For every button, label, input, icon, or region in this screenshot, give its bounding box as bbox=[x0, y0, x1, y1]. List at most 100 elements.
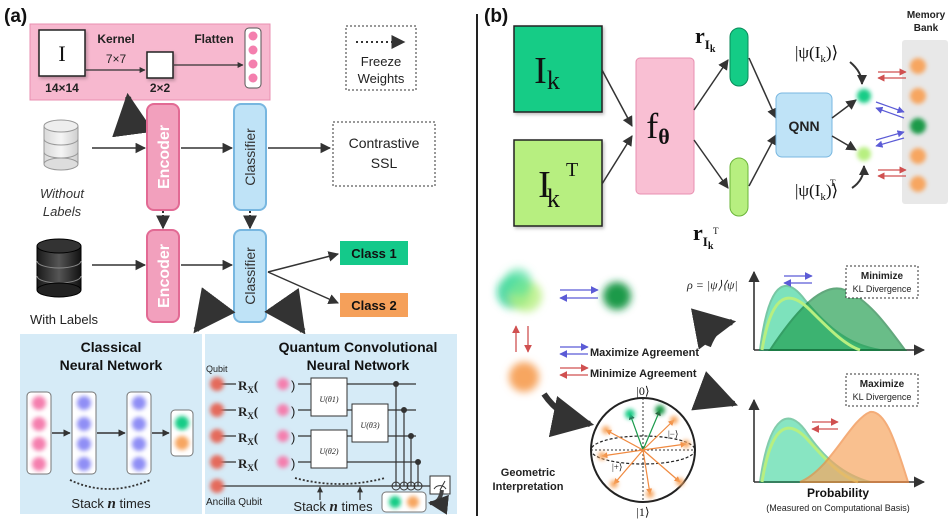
svg-text:Encoder: Encoder bbox=[156, 244, 173, 308]
svg-text:U(θ2): U(θ2) bbox=[319, 447, 338, 456]
svg-text:QNN: QNN bbox=[788, 118, 819, 134]
arrow-to-class2 bbox=[267, 271, 339, 304]
svg-text:|ψ(Ik)⟩: |ψ(Ik)⟩ bbox=[795, 43, 838, 65]
svg-text:RX(: RX( bbox=[238, 430, 258, 447]
arrow-to-cnn bbox=[193, 287, 236, 334]
svg-text:fθ: fθ bbox=[646, 106, 669, 149]
distribution-plot-bottom bbox=[748, 398, 926, 488]
svg-text:Classical: Classical bbox=[81, 339, 142, 355]
sample-negative-orange bbox=[509, 362, 539, 392]
arrow-IkT-f bbox=[601, 135, 633, 185]
svg-text:): ) bbox=[291, 456, 295, 471]
input-image-symbol: I bbox=[58, 41, 65, 66]
bloch-sphere: |0⟩ |1⟩ |−⟩ |+⟩ bbox=[590, 384, 696, 519]
svg-text:Contrastive: Contrastive bbox=[349, 135, 420, 151]
svg-text:Quantum Convolutional: Quantum Convolutional bbox=[279, 339, 438, 355]
flatten-node bbox=[248, 73, 258, 83]
svg-text:Neural Network: Neural Network bbox=[60, 357, 163, 373]
svg-text:|+⟩: |+⟩ bbox=[612, 462, 622, 472]
rho-equation: ρ = |ψ⟩⟨ψ| bbox=[686, 278, 738, 292]
labeled-data-text: With Labels bbox=[30, 312, 98, 327]
image-Ik: Ik bbox=[513, 25, 603, 113]
arrow-qnn-psi-bottom bbox=[831, 135, 857, 151]
svg-text:Bank: Bank bbox=[914, 23, 939, 34]
svg-text:U(θ3): U(θ3) bbox=[360, 421, 379, 430]
u-gate-2 bbox=[310, 429, 348, 469]
kernel-size-label: 7×7 bbox=[106, 52, 127, 66]
panel-a-label: (a) bbox=[4, 6, 27, 27]
geometric-interpretation-2: Interpretation bbox=[493, 481, 564, 493]
svg-text:|1⟩: |1⟩ bbox=[636, 505, 649, 519]
state-psi-IkT bbox=[857, 147, 871, 161]
arrow-to-class1 bbox=[267, 251, 340, 273]
svg-text:T: T bbox=[566, 159, 578, 181]
svg-text:Class 1: Class 1 bbox=[351, 246, 397, 261]
kernel-label: Kernel bbox=[97, 32, 134, 46]
svg-text:Ik: Ik bbox=[538, 164, 560, 213]
arrow-to-qcnn bbox=[264, 287, 306, 335]
svg-text:Memory: Memory bbox=[907, 10, 946, 21]
pooled-square bbox=[146, 51, 174, 79]
svg-text:T: T bbox=[830, 178, 836, 188]
svg-text:Ik: Ik bbox=[534, 50, 560, 95]
svg-text:): ) bbox=[291, 430, 295, 445]
minimize-agreement-text: Minimize Agreement bbox=[590, 368, 697, 380]
distribution-plot-top bbox=[748, 270, 926, 356]
arrow-to-bloch bbox=[541, 392, 595, 438]
memory-bank: Memory Bank bbox=[902, 10, 948, 204]
svg-text:): ) bbox=[291, 378, 295, 393]
svg-text:Neural Network: Neural Network bbox=[307, 357, 410, 373]
rx-gate-4: RX( ) bbox=[236, 454, 298, 473]
svg-text:KL Divergence: KL Divergence bbox=[853, 284, 912, 294]
encoder-f-theta: fθ bbox=[635, 57, 695, 195]
top-memory-arrows bbox=[875, 68, 907, 119]
quantum-cnn-panel: Quantum Convolutional Neural Network Qub… bbox=[205, 334, 457, 515]
probability-note: (Measured on Computational Basis) bbox=[766, 503, 910, 513]
svg-text:Stack n times: Stack n times bbox=[71, 496, 151, 512]
maximize-agreement-text: Maximize Agreement bbox=[590, 347, 699, 359]
svg-text:KL Divergence: KL Divergence bbox=[853, 392, 912, 402]
flatten-node bbox=[248, 31, 258, 41]
classical-nn-panel: Classical Neural Network Stack n times bbox=[20, 334, 202, 514]
conv-detail-box: I 14×14 Kernel 7×7 2×2 Flatten bbox=[29, 23, 271, 101]
svg-text:Encoder: Encoder bbox=[156, 125, 173, 189]
representation-bottom bbox=[729, 157, 749, 217]
svg-text:RX(: RX( bbox=[238, 378, 258, 395]
arrow-to-top-plot bbox=[690, 308, 737, 350]
rx-gate-3: RX( ) bbox=[236, 428, 298, 447]
input-image-square bbox=[38, 29, 86, 77]
input-size-label: 14×14 bbox=[45, 81, 79, 95]
class1-box: Class 1 bbox=[340, 241, 408, 265]
u-gate-1 bbox=[310, 377, 348, 417]
arrow-rtop-qnn bbox=[748, 57, 777, 119]
arrow-f-rbottom bbox=[693, 139, 729, 189]
rx-gate-2: RX( ) bbox=[236, 402, 298, 421]
database-icon-unlabeled bbox=[43, 119, 79, 171]
geometric-interpretation-1: Geometric bbox=[501, 467, 555, 479]
svg-text:|−⟩: |−⟩ bbox=[668, 429, 678, 439]
svg-text:RX(: RX( bbox=[238, 456, 258, 473]
svg-text:): ) bbox=[291, 404, 295, 419]
svg-text:Classifier: Classifier bbox=[242, 128, 258, 186]
legend-freeze-text: Freeze bbox=[361, 54, 401, 69]
encoder-block-top: Encoder bbox=[146, 103, 180, 211]
svg-text:|ψ(Ik)⟩: |ψ(Ik)⟩ bbox=[795, 181, 838, 203]
svg-text:RX(: RX( bbox=[238, 404, 258, 421]
svg-text:Ancilla Qubit: Ancilla Qubit bbox=[206, 497, 262, 508]
svg-text:Minimize: Minimize bbox=[861, 271, 904, 282]
arrow-to-bottom-plot bbox=[691, 371, 738, 411]
minimize-kl-box: Minimize KL Divergence bbox=[845, 265, 919, 299]
class2-box: Class 2 bbox=[340, 293, 408, 317]
svg-text:Classifier: Classifier bbox=[242, 247, 258, 305]
state-psi-Ik bbox=[857, 89, 871, 103]
database-icon-labeled bbox=[36, 238, 82, 298]
svg-text:T: T bbox=[713, 226, 719, 236]
svg-text:Stack n times: Stack n times bbox=[293, 499, 373, 515]
flatten-node bbox=[248, 45, 258, 55]
svg-text:rIk: rIk bbox=[695, 23, 716, 55]
svg-text:U(θ1): U(θ1) bbox=[319, 395, 338, 404]
svg-text:Qubit: Qubit bbox=[206, 364, 228, 374]
representation-top bbox=[729, 27, 749, 87]
image-IkT: Ik T bbox=[513, 139, 603, 227]
